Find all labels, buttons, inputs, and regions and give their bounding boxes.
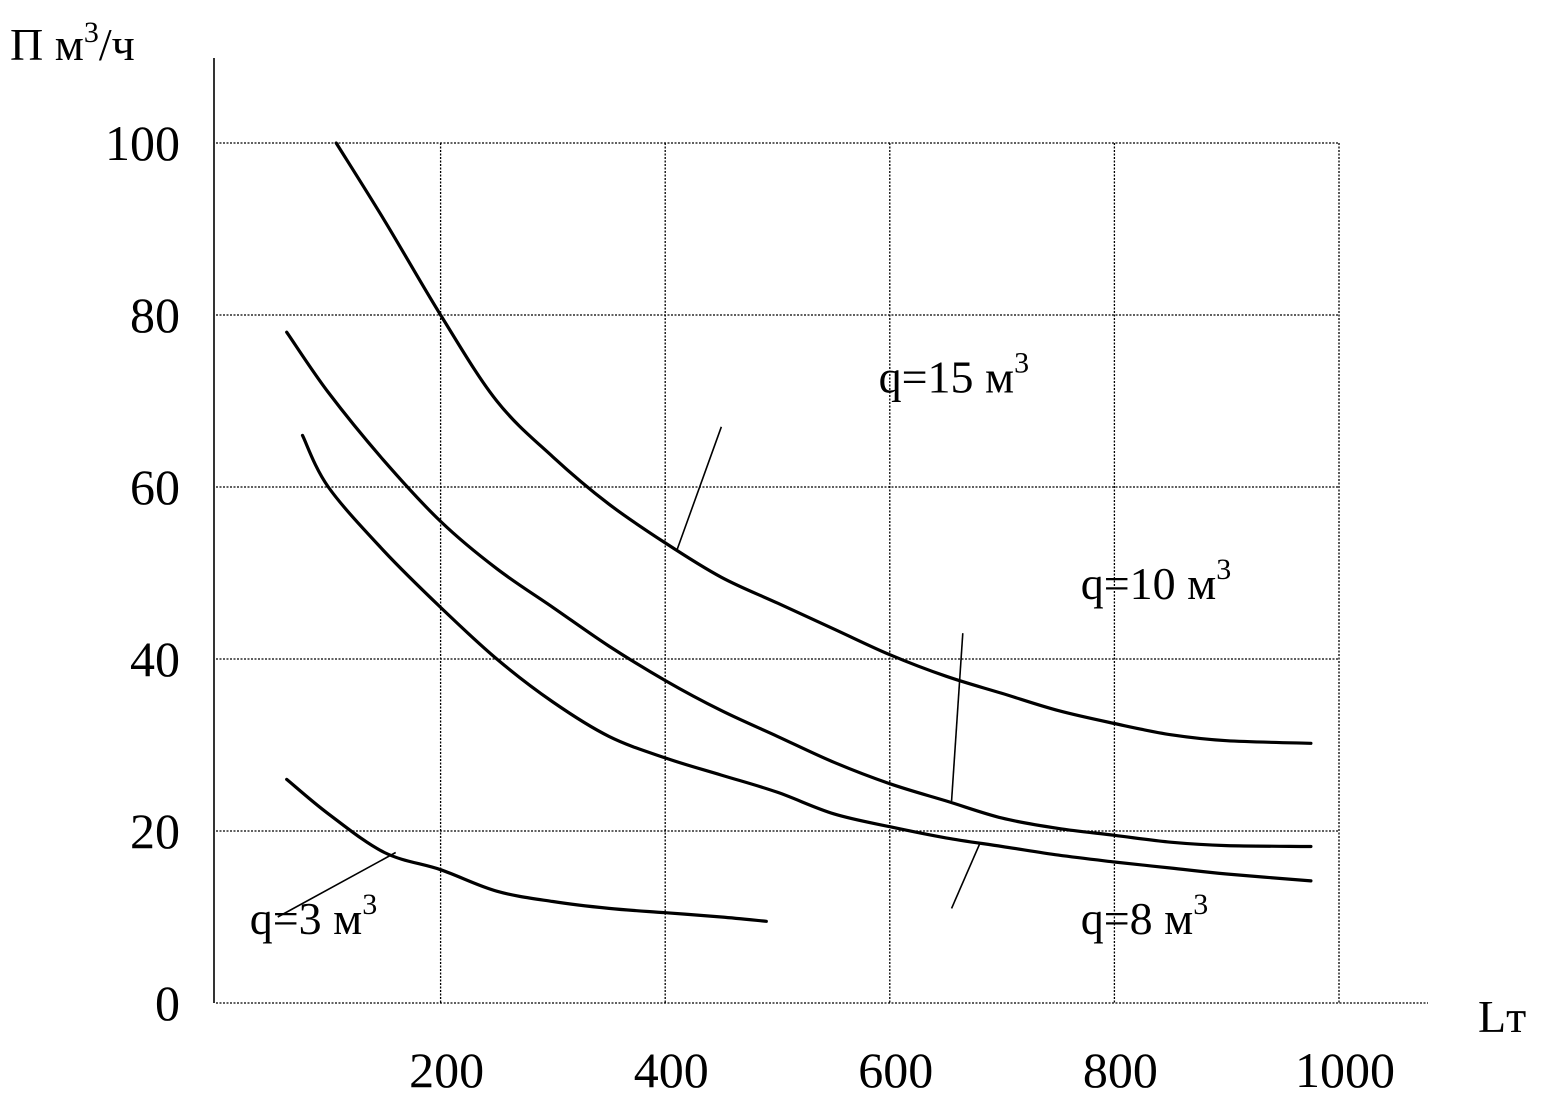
x-tick-label: 400: [634, 1042, 709, 1098]
y-tick-label: 100: [105, 115, 180, 171]
y-tick-label: 80: [130, 287, 180, 343]
series-line-0: [334, 141, 1313, 745]
series-label: q=8 м3: [1081, 888, 1209, 944]
series-label-sup: 3: [1216, 553, 1231, 586]
grid: [216, 142, 1428, 1004]
y-tick-label: 60: [130, 459, 180, 515]
y-tick-label: 0: [155, 975, 180, 1031]
series-label: q=15 м3: [879, 346, 1030, 402]
x-tick-label: 1000: [1295, 1042, 1395, 1098]
series-label-text: q=15 м: [879, 351, 1015, 402]
series-line-1: [285, 330, 1313, 849]
y-tick-label: 40: [130, 631, 180, 687]
series-label: q=3 м3: [250, 888, 378, 944]
x-tick-label: 600: [858, 1042, 933, 1098]
x-tick-label: 800: [1083, 1042, 1158, 1098]
y-tick-label: 20: [130, 803, 180, 859]
series-line-2: [300, 433, 1313, 883]
tick-labels: 0 20 40 60 80 100 200 400 600 800 1000: [105, 115, 1395, 1098]
leader-line: [950, 843, 981, 909]
series-label: q=10 м3: [1081, 553, 1232, 609]
curves: [285, 141, 1313, 923]
leader-line: [675, 426, 723, 552]
series-label-sup: 3: [362, 888, 377, 921]
leader-line: [950, 633, 964, 801]
series-label-text: q=8 м: [1081, 893, 1194, 944]
y-axis-title: П м3/ч: [10, 16, 135, 70]
series-label-sup: 3: [1193, 888, 1208, 921]
series-label-text: q=3 м: [250, 893, 363, 944]
series-label-text: q=10 м: [1081, 558, 1217, 609]
series-label-sup: 3: [1014, 346, 1029, 379]
leader-lines: [277, 426, 981, 918]
leader-line: [277, 851, 397, 918]
x-axis-title: Lт: [1478, 991, 1526, 1042]
curve-labels: q=15 м3q=10 м3q=8 м3q=3 м3: [250, 346, 1232, 944]
x-tick-label: 200: [409, 1042, 484, 1098]
series-line-3: [285, 777, 768, 923]
